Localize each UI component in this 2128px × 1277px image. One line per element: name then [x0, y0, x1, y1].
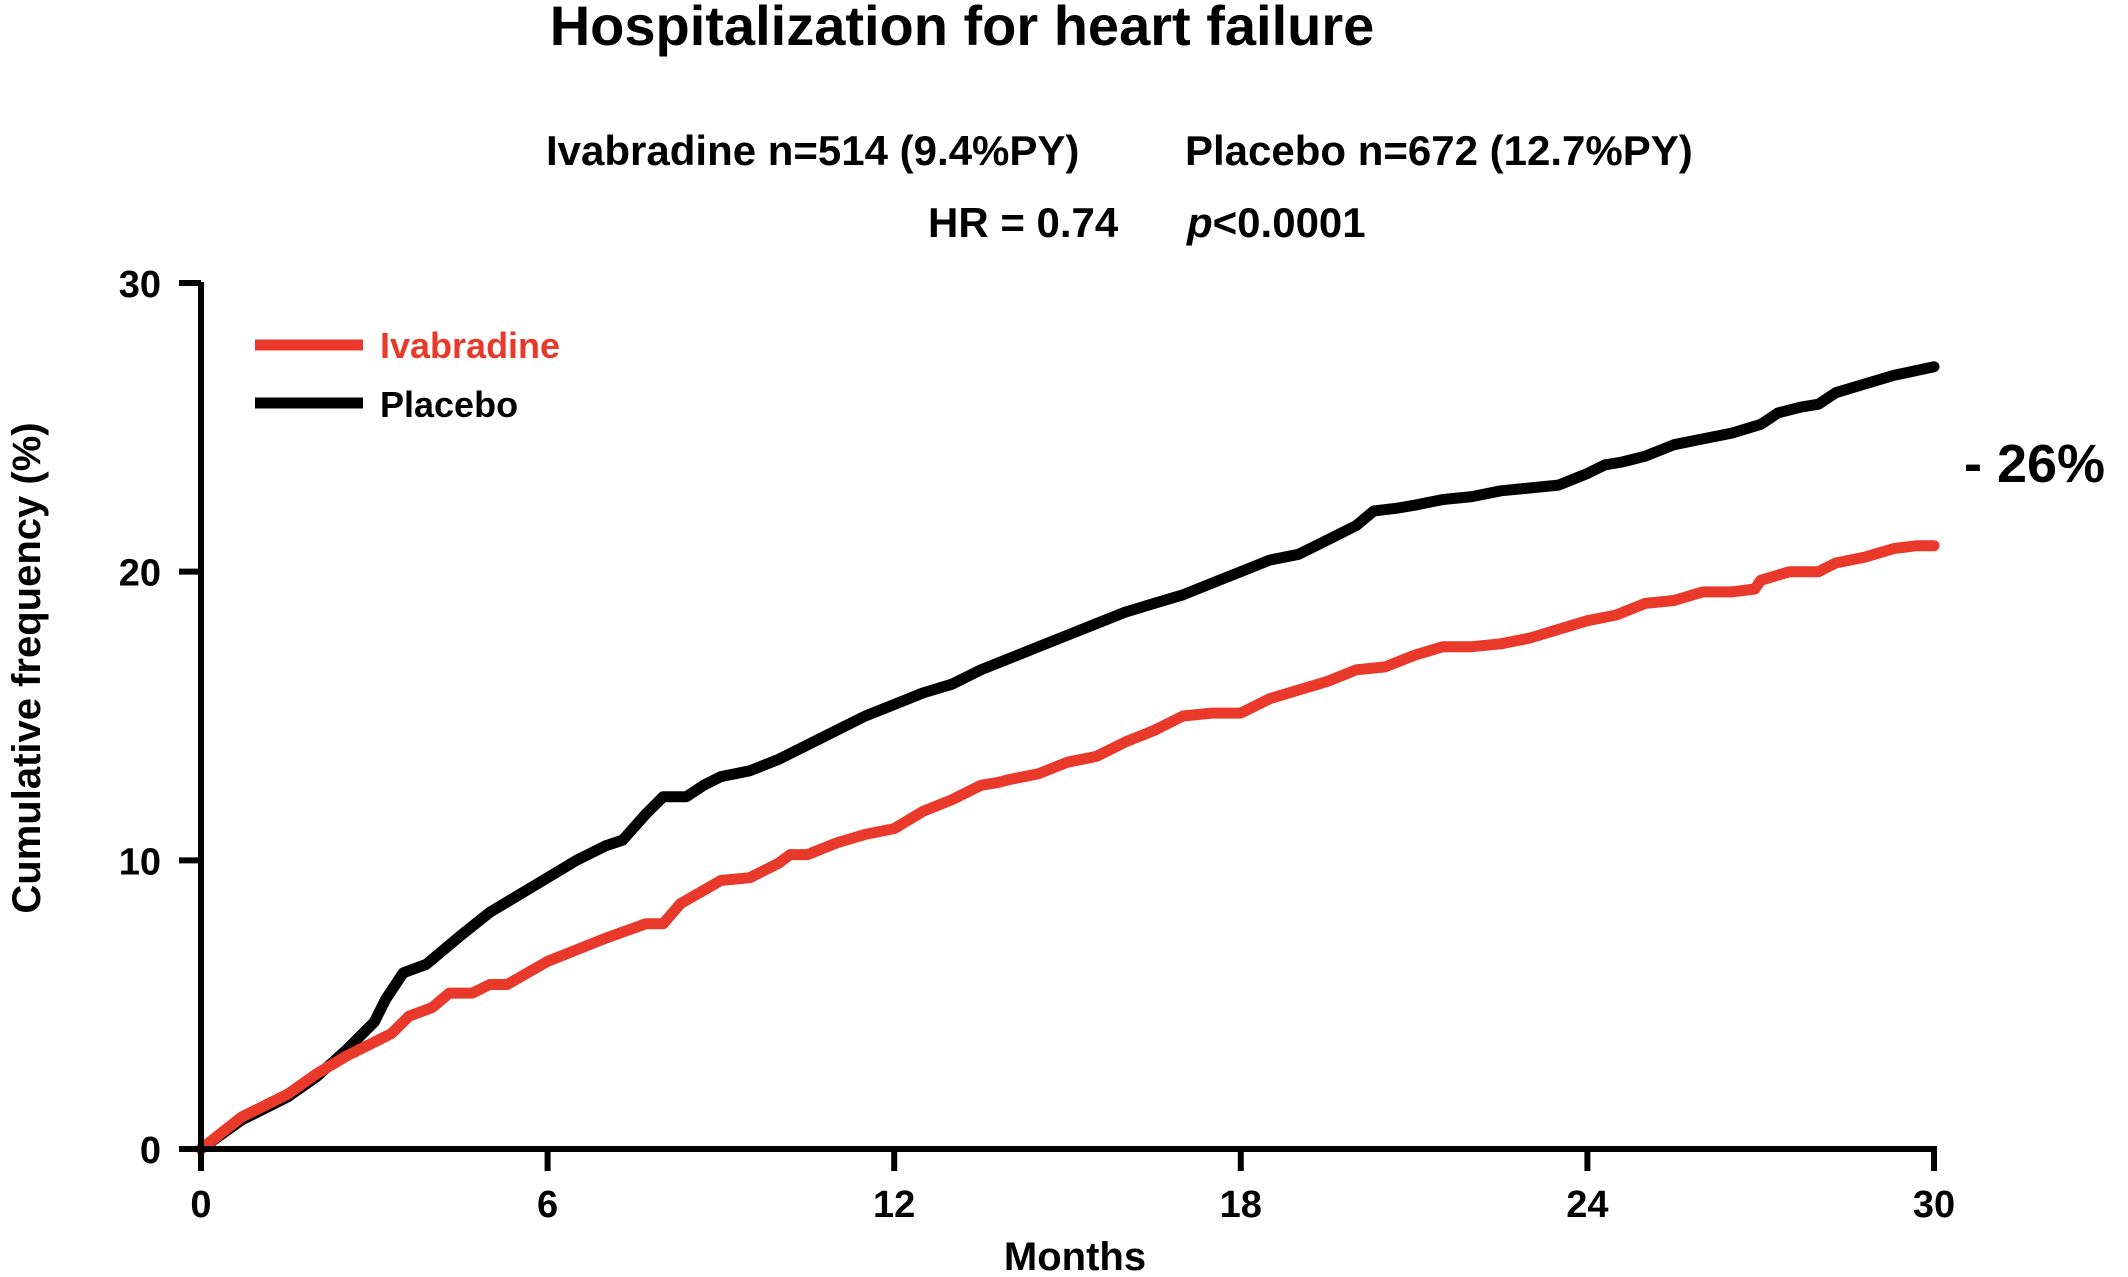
- x-tick-label: 30: [1913, 1184, 1955, 1226]
- subtitle-placebo: Placebo n=672 (12.7%PY): [1185, 127, 1693, 174]
- x-tick-label: 6: [537, 1184, 558, 1226]
- subtitle-stats: HR = 0.74: [928, 199, 1119, 246]
- reduction-annotation: - 26%: [1964, 434, 2105, 494]
- y-tick-label: 30: [119, 264, 161, 306]
- series-layer: [195, 361, 1940, 1155]
- chart-title: Hospitalization for heart failure: [550, 0, 1375, 57]
- p-value: p<0.0001: [1186, 199, 1366, 246]
- p-value-number: <0.0001: [1213, 199, 1366, 246]
- legend: Ivabradine Placebo: [255, 325, 560, 425]
- series-line-placebo: [195, 361, 1940, 1155]
- hazard-ratio: HR = 0.74: [928, 199, 1119, 246]
- y-axis-label: Cumulative frequency (%): [5, 422, 49, 913]
- subtitle-ivabradine: Ivabradine n=514 (9.4%PY): [546, 127, 1079, 174]
- p-symbol: p: [1186, 199, 1213, 246]
- legend-label-ivabradine: Ivabradine: [380, 325, 560, 366]
- x-tick-label: 24: [1566, 1184, 1608, 1226]
- y-tick-label: 10: [119, 841, 161, 883]
- legend-label-placebo: Placebo: [380, 384, 518, 425]
- x-axis-label: Months: [1004, 1235, 1146, 1277]
- axes-layer: 0 10 20 30 0 6 12 18 24 30: [119, 264, 1955, 1226]
- series-line-ivabradine: [195, 540, 1940, 1155]
- x-tick-label: 0: [190, 1184, 211, 1226]
- y-tick-label: 20: [119, 553, 161, 595]
- x-tick-label: 18: [1220, 1184, 1262, 1226]
- x-tick-label: 12: [873, 1184, 915, 1226]
- y-tick-label: 0: [140, 1130, 161, 1172]
- plot-area: 0 10 20 30 0 6 12 18 24 30: [119, 264, 1955, 1226]
